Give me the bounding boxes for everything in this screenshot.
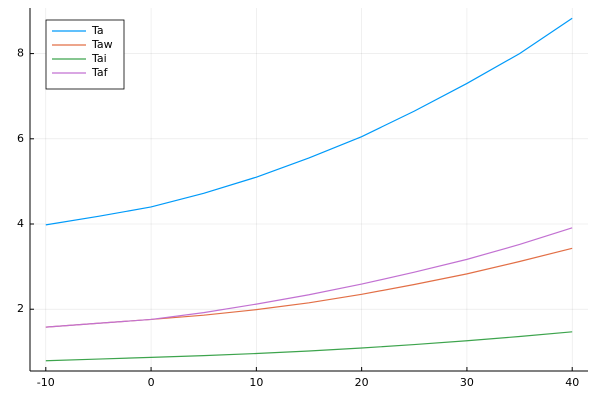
y-tick-label: 4 bbox=[17, 217, 24, 230]
x-tick-label: 20 bbox=[355, 376, 369, 389]
y-tick-label: 2 bbox=[17, 302, 24, 315]
x-tick-label: 10 bbox=[249, 376, 263, 389]
legend-box bbox=[45, 19, 125, 90]
series-line bbox=[45, 17, 573, 226]
series-line bbox=[45, 227, 573, 328]
legend-label: Tai bbox=[91, 52, 107, 65]
y-tick-label: 8 bbox=[17, 47, 24, 60]
series-line bbox=[45, 247, 573, 328]
legend-label: Taw bbox=[91, 38, 113, 51]
x-tick-label: 0 bbox=[148, 376, 155, 389]
x-tick-label: -10 bbox=[37, 376, 55, 389]
legend-label: Taf bbox=[91, 66, 109, 79]
x-tick-label: 40 bbox=[565, 376, 579, 389]
x-tick-label: 30 bbox=[460, 376, 474, 389]
legend-label: Ta bbox=[91, 24, 104, 37]
y-tick-label: 6 bbox=[17, 132, 24, 145]
series-line bbox=[45, 331, 573, 362]
